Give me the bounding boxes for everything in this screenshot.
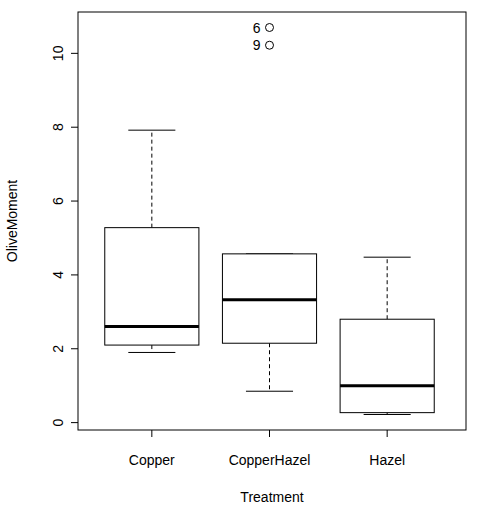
y-tick-label: 10 [50,45,66,61]
plot-area [105,24,434,415]
box [222,254,316,343]
y-tick-label: 0 [50,419,66,427]
y-tick-label: 8 [50,123,66,131]
whisker-cap-low [364,414,411,415]
median [105,325,199,328]
whisker-cap-high [364,257,411,258]
outlier [266,41,274,49]
x-tick-label: Copper [129,452,175,468]
median [340,384,434,387]
x-tick-label: CopperHazel [229,452,311,468]
chart-container: 690246810CopperCopperHazelHazelTreatment… [0,0,477,515]
whisker-cap-low [128,352,175,353]
x-tick [387,430,388,437]
whisker-cap-high [128,130,175,131]
whisker-high [387,257,388,319]
y-tick [71,127,78,128]
whisker-low [269,343,270,391]
outlier-label: 9 [253,37,261,53]
outlier-label: 6 [253,20,261,36]
box [340,319,434,412]
whisker-low [151,345,152,352]
y-tick [71,274,78,275]
y-tick [71,201,78,202]
x-tick [151,430,152,437]
box [105,228,199,345]
y-axis-label: OliveMoment [4,180,20,263]
outlier [266,24,274,32]
whisker-high [151,130,152,227]
y-tick-label: 6 [50,197,66,205]
y-tick [71,422,78,423]
x-tick [269,430,270,437]
y-tick [71,53,78,54]
x-axis-label: Treatment [240,489,303,505]
y-tick-label: 2 [50,345,66,353]
x-tick-label: Hazel [369,452,405,468]
chart: 690246810CopperCopperHazelHazelTreatment… [0,0,477,515]
plot-frame [78,12,466,430]
whisker-cap-low [246,391,293,392]
y-tick [71,348,78,349]
y-tick-label: 4 [50,271,66,279]
median [222,298,316,301]
